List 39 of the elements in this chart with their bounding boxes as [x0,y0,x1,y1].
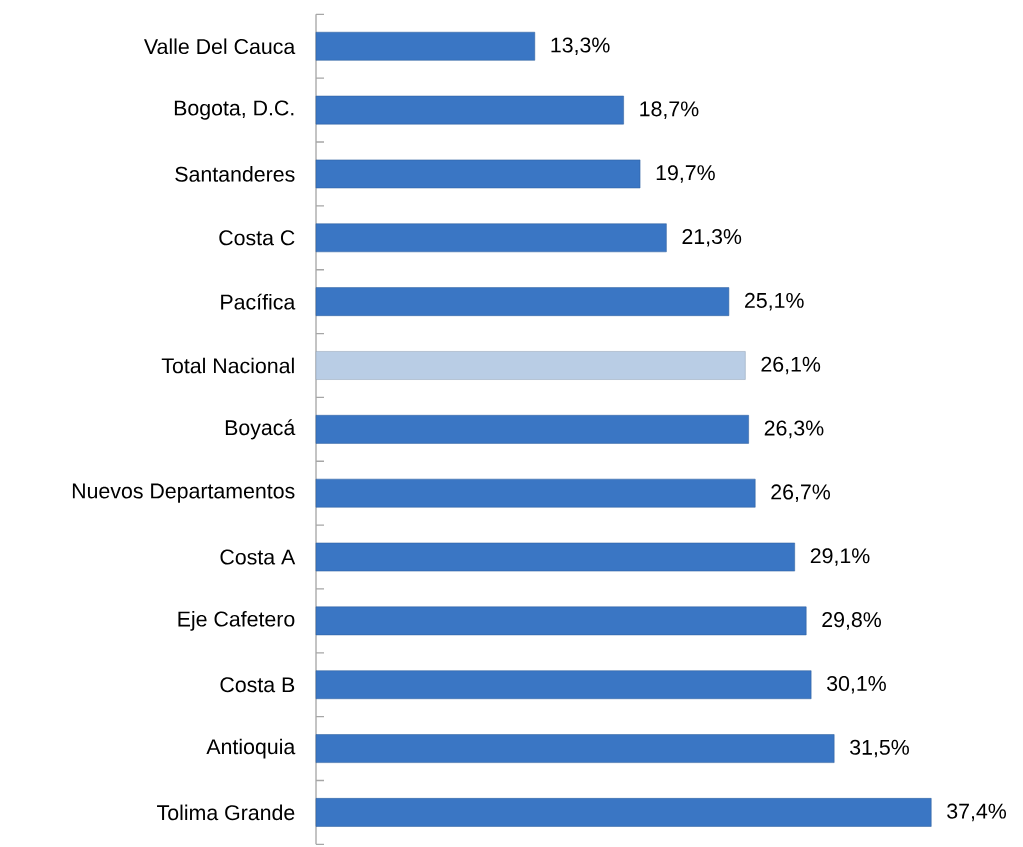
bar [315,542,795,572]
y-tick-label: Valle Del Cauca [143,38,296,55]
y-tick-label: Pacífica [221,293,296,310]
data-label: 26,3% [764,420,824,439]
bar [315,351,746,380]
bar [315,478,756,508]
y-tick-label: Eje Cafetero [178,610,295,631]
data-label: 29,1% [810,548,870,566]
data-label: 18,7% [640,101,699,119]
y-tick-label: Costa B [220,677,295,693]
bar [315,287,730,316]
data-label: 29,8% [822,612,881,630]
y-tick-label: Bogota, D.C. [174,100,294,120]
data-label: 37,4% [947,803,1007,822]
data-label: 30,1% [827,675,886,694]
y-tick-label: Total Nacional [161,357,294,374]
data-label: 26,7% [771,484,831,502]
data-label: 21,3% [682,228,742,247]
data-label: 13,3% [551,37,610,56]
y-tick-label: Costa A [220,549,296,565]
data-label: 19,7% [656,165,715,183]
data-label: 25,1% [745,292,804,311]
bar [315,95,624,125]
y-tick-label: Boyacá [225,419,296,440]
data-label: 26,1% [761,356,821,375]
y-tick-label: Antioquia [206,738,296,759]
y-tick-label: Nuevos Departamentos [72,483,295,503]
bar [315,223,667,253]
y-tick-label: Tolima Grande [157,804,295,821]
y-tick-label: Costa C [219,230,295,246]
bar [315,31,536,61]
bar [315,798,932,827]
y-tick-label: Santanderes [175,166,295,182]
bar [315,734,835,763]
bar [315,606,807,636]
bar [315,159,641,189]
data-label: 31,5% [850,739,909,758]
bar [315,670,812,700]
bar [315,415,749,444]
